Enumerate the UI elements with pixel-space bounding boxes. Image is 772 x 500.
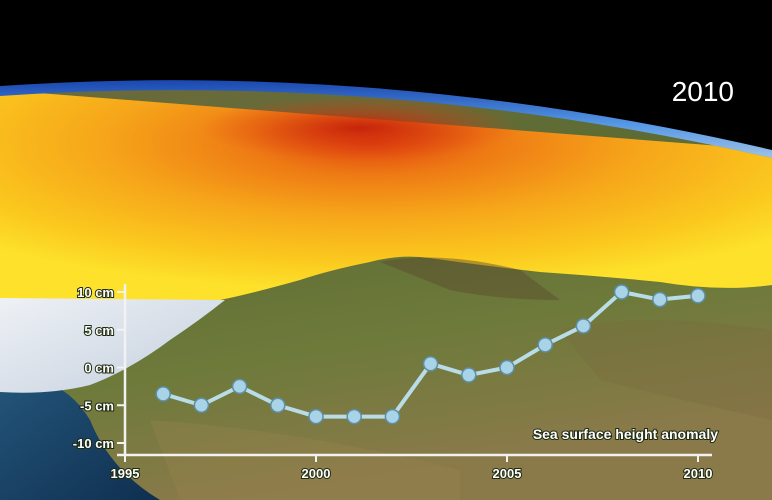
data-point (155, 386, 171, 402)
x-tick-label: 1995 (111, 466, 140, 481)
y-tick-label: 10 cm (77, 285, 114, 300)
data-point (346, 408, 362, 425)
data-point (231, 378, 248, 395)
data-point (537, 337, 553, 353)
data-point (690, 288, 706, 304)
data-point (613, 284, 630, 300)
x-tick-label: 2005 (493, 466, 522, 481)
series-line (162, 290, 699, 419)
y-tick-label: 0 cm (84, 361, 114, 376)
data-point (652, 291, 668, 308)
data-point (308, 408, 324, 425)
chart-annotation: Sea surface height anomaly (533, 426, 718, 442)
y-tick-label: -5 cm (80, 398, 114, 413)
data-point (422, 355, 439, 372)
y-tick-label: -10 cm (73, 436, 114, 451)
data-point (499, 359, 515, 376)
y-tick-label: 5 cm (84, 323, 114, 338)
year-label: 2010 (671, 76, 734, 107)
data-point (270, 397, 286, 413)
data-point (384, 408, 401, 425)
x-tick-label: 2010 (684, 466, 713, 481)
x-tick-label: 2000 (302, 466, 331, 481)
data-point (575, 318, 592, 334)
data-point (461, 367, 477, 383)
data-point (193, 397, 210, 413)
